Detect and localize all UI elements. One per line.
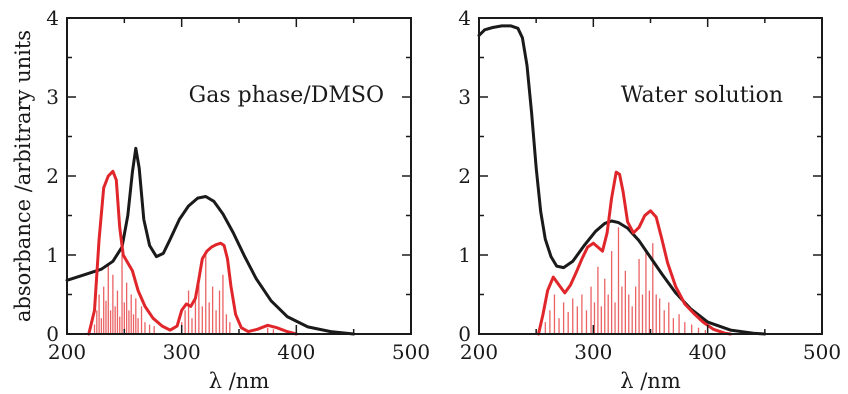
stick-spectrum [93,255,275,334]
y-tick-label: 3 [46,85,59,109]
plot-frame [478,17,823,335]
black-spectrum-line [65,146,356,336]
black-spectrum-line [477,24,767,336]
x-axis-label: λ /nm [620,369,681,393]
y-tick-label: 1 [458,243,471,267]
panel-annotation: Gas phase/DMSO [189,83,384,108]
y-tick-label: 4 [458,6,471,30]
x-tick-label: 200 [460,340,498,364]
stick-spectrum [544,227,707,334]
panel-annotation: Water solution [621,83,783,108]
y-tick-label: 1 [46,243,59,267]
plot-frame [66,17,412,335]
x-tick-label: 500 [803,340,841,364]
y-tick-label: 2 [46,164,59,188]
y-tick-label: 2 [458,164,471,188]
x-tick-label: 400 [277,340,315,364]
y-tick-label: 0 [458,322,471,346]
x-tick-label: 400 [689,340,727,364]
y-axis-label: absorbance /arbitrary units [11,30,35,322]
y-tick-label: 3 [458,85,471,109]
x-tick-label: 200 [48,340,86,364]
x-tick-label: 300 [163,340,201,364]
x-tick-label: 500 [392,340,430,364]
left-panel: 200 300 400 500 0 1 2 3 4 λ /nm Gas phase/DMSO [46,6,430,393]
y-tick-label: 4 [46,6,59,30]
y-tick-label: 0 [46,322,59,346]
x-axis-label: λ /nm [209,369,270,393]
red-spectrum-line [87,169,298,336]
x-tick-label: 300 [574,340,612,364]
right-panel: 200 300 400 500 0 1 2 3 4 λ /nm Water solution [458,6,841,393]
red-spectrum-line [537,170,732,336]
